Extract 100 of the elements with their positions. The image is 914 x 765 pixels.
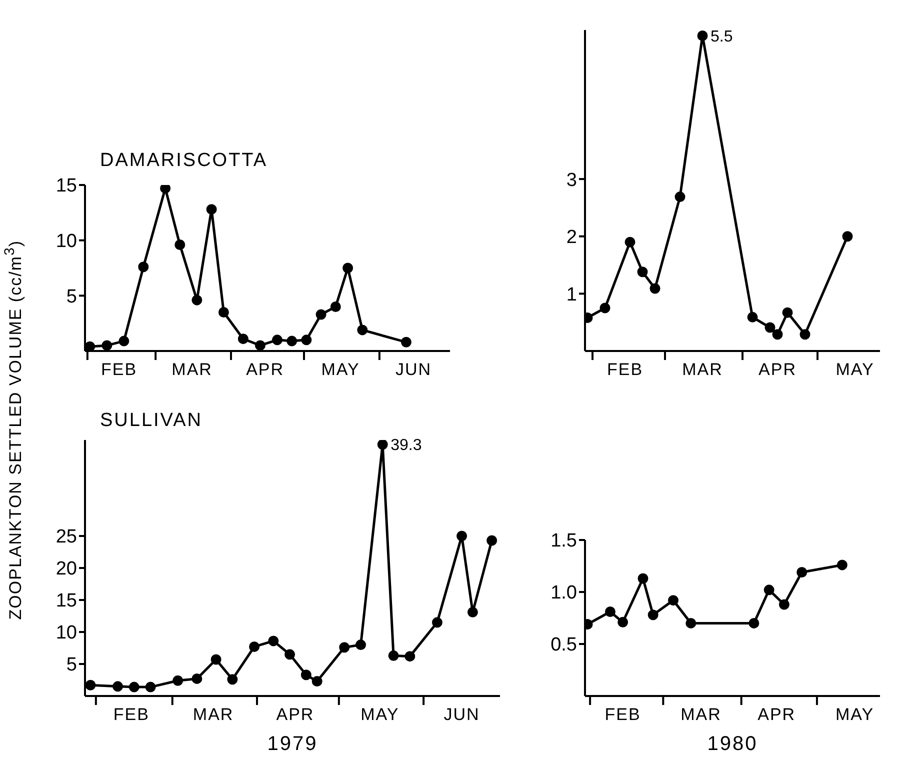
point	[342, 262, 354, 274]
point	[388, 650, 399, 661]
y-tick-label: 5	[66, 654, 77, 676]
y-tick-label: 10	[56, 231, 77, 252]
point	[842, 231, 853, 242]
y-tick-label: 20	[56, 558, 77, 580]
x-tick-label: APR	[758, 360, 796, 379]
point	[764, 584, 774, 596]
point	[796, 566, 808, 578]
point	[778, 599, 790, 610]
point	[600, 302, 610, 314]
point	[356, 640, 366, 650]
x-tick-label: MAY	[835, 705, 874, 724]
point	[192, 294, 202, 306]
x-tick-label: FEB	[101, 360, 138, 379]
x-tick-label: MAY	[360, 705, 400, 724]
x-tick-label: FEB	[606, 360, 644, 379]
point	[218, 307, 229, 318]
point	[118, 336, 130, 346]
y-tick-label: 1.0	[550, 582, 577, 604]
x-tick-label: MAY	[836, 360, 874, 379]
point	[192, 673, 202, 684]
point	[254, 340, 266, 351]
point	[238, 334, 248, 344]
x-tick-label: MAR	[192, 705, 234, 724]
point	[618, 616, 628, 628]
x-tick-label: APR	[276, 705, 314, 724]
point	[316, 309, 326, 320]
y-tick-label: 1.5	[550, 530, 577, 552]
point	[748, 618, 760, 628]
x-tick-label: FEB	[604, 705, 641, 724]
point	[112, 681, 124, 692]
x-axis-title: 1980	[706, 733, 759, 756]
data-label: 5.5	[710, 28, 733, 46]
point	[486, 535, 498, 546]
data-label: 39.3	[390, 437, 422, 454]
point	[102, 340, 112, 351]
point	[284, 649, 296, 660]
point	[138, 262, 149, 272]
point	[604, 606, 616, 618]
point	[312, 676, 322, 687]
x-tick-label: JUN	[444, 705, 480, 724]
point	[637, 266, 648, 278]
y-tick-label: 5	[66, 286, 77, 308]
point	[668, 595, 678, 606]
point	[330, 301, 341, 312]
point	[339, 642, 350, 653]
x-tick-label: FEB	[113, 705, 150, 724]
y-tick-label: 25	[56, 526, 77, 548]
point	[674, 192, 686, 202]
point	[456, 530, 468, 542]
point	[432, 617, 442, 628]
y-tick-label: 1	[566, 284, 577, 306]
y-tick-label: 0.5	[550, 634, 577, 656]
point	[249, 641, 260, 652]
point	[357, 324, 368, 336]
chart-title: SULLIVAN	[100, 410, 202, 432]
point	[286, 336, 298, 346]
point	[300, 670, 312, 680]
point	[400, 336, 412, 348]
point	[272, 334, 282, 346]
point	[268, 636, 279, 646]
point	[145, 682, 156, 692]
chart-title: DAMARISCOTTA	[100, 150, 268, 172]
point	[227, 674, 238, 685]
point	[772, 329, 783, 340]
point	[301, 334, 312, 346]
point	[404, 651, 416, 662]
x-axis-title: 1979	[266, 733, 319, 756]
y-tick-label: 3	[566, 170, 577, 191]
point	[128, 682, 140, 692]
x-tick-label: JUN	[395, 360, 432, 379]
x-tick-label: MAR	[172, 360, 212, 379]
point	[638, 573, 648, 584]
point	[624, 236, 636, 248]
y-tick-label: 15	[56, 176, 77, 197]
point	[172, 675, 184, 686]
point	[206, 204, 217, 215]
point	[747, 312, 758, 322]
point	[85, 680, 96, 690]
x-tick-label: MAR	[680, 705, 722, 724]
point	[686, 618, 696, 628]
point	[467, 606, 478, 618]
x-tick-label: APR	[246, 360, 284, 379]
point	[782, 307, 793, 318]
x-tick-label: MAY	[321, 360, 360, 379]
point	[764, 322, 776, 333]
x-tick-label: MAR	[682, 360, 723, 379]
x-tick-label: APR	[758, 705, 796, 724]
point	[800, 329, 810, 340]
point	[210, 654, 222, 665]
y-tick-label: 10	[56, 622, 77, 644]
point	[648, 610, 658, 620]
y-tick-label: 2	[566, 227, 577, 248]
point	[377, 440, 388, 450]
point	[174, 240, 186, 250]
point	[160, 185, 171, 194]
point	[836, 560, 848, 570]
point	[697, 30, 708, 41]
point	[650, 283, 660, 294]
